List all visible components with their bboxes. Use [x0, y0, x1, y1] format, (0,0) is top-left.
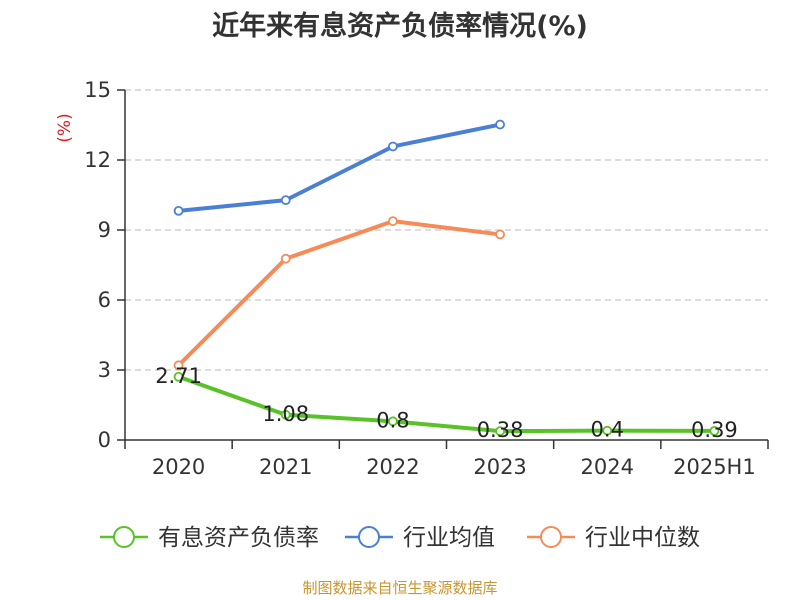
- y-tick-label: 12: [84, 148, 111, 172]
- data-point-0: [602, 425, 613, 436]
- data-label: 1.08: [262, 402, 309, 426]
- series-line-2: [176, 219, 503, 368]
- data-label: 0.39: [691, 418, 738, 442]
- y-tick-label: 0: [98, 428, 111, 452]
- source-note: 制图数据来自恒生聚源数据库: [302, 579, 498, 597]
- legend-label: 行业中位数: [585, 525, 700, 551]
- series-line-1: [176, 122, 503, 213]
- legend: 有息资产负债率 行业均值 行业中位数: [100, 525, 700, 551]
- y-tick-label: 15: [84, 78, 111, 102]
- axes: 0 3 6 9 12 15 (%) 2020 2021 2022 2023 2024 2025H1: [55, 78, 769, 479]
- x-tick-label: 2025H1: [673, 455, 756, 479]
- data-point-2: [280, 253, 291, 264]
- legend-marker: [358, 526, 380, 548]
- gridlines: [125, 89, 768, 371]
- y-tick-label: 9: [98, 218, 111, 242]
- data-point-0: [280, 409, 291, 420]
- data-point-1: [173, 205, 184, 216]
- legend-marker: [540, 526, 562, 548]
- data-label: 0.38: [477, 418, 524, 442]
- data-point-0: [709, 425, 720, 436]
- y-axis-label: (%): [55, 113, 75, 142]
- legend-label: 行业均值: [403, 525, 495, 551]
- legend-label: 有息资产负债率: [158, 525, 319, 551]
- data-point-2: [388, 216, 398, 227]
- series-layer: [173, 119, 720, 437]
- data-label: 2.71: [155, 364, 202, 388]
- x-tick-label: 2024: [581, 455, 634, 479]
- x-tick-label: 2023: [473, 455, 526, 479]
- data-label: 0.8: [376, 408, 409, 432]
- x-tick-label: 2022: [366, 455, 419, 479]
- data-point-0: [173, 371, 184, 382]
- x-tick-label: 2021: [259, 455, 312, 479]
- data-point-1: [280, 195, 291, 206]
- data-point-2: [173, 360, 184, 371]
- chart-title: 近年来有息资产负债率情况(%): [212, 11, 588, 42]
- data-point-1: [495, 119, 505, 130]
- data-point-2: [495, 229, 505, 240]
- data-point-1: [388, 141, 398, 152]
- legend-marker: [113, 526, 135, 548]
- y-tick-label: 3: [98, 358, 111, 382]
- data-labels: 2.71 1.08 0.8 0.38 0.4 0.39: [155, 364, 738, 442]
- data-label: 0.4: [591, 418, 624, 442]
- series-line-0: [176, 374, 717, 434]
- y-tick-label: 6: [98, 288, 111, 312]
- data-point-0: [388, 416, 398, 427]
- data-point-0: [495, 426, 505, 437]
- x-tick-label: 2020: [152, 455, 205, 479]
